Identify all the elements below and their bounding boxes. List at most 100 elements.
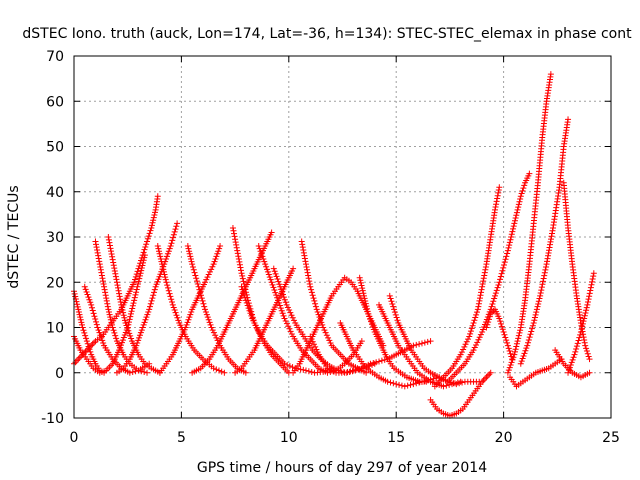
data-point-marker — [284, 304, 291, 311]
data-point-marker — [103, 295, 110, 302]
data-point-marker — [79, 324, 86, 331]
data-point-marker — [193, 275, 200, 282]
data-point-marker — [242, 297, 249, 304]
data-point-marker — [209, 263, 216, 270]
data-point-marker — [275, 299, 282, 306]
data-point-marker — [275, 278, 282, 285]
data-point-marker — [169, 299, 176, 306]
data-point-marker — [368, 321, 375, 328]
data-point-marker — [341, 369, 348, 376]
data-point-marker — [75, 306, 82, 313]
data-point-marker — [479, 283, 486, 290]
data-point-marker — [141, 246, 148, 253]
data-point-marker — [98, 269, 105, 276]
data-point-marker — [261, 258, 268, 265]
data-point-marker — [391, 306, 398, 313]
y-tick-label: 0 — [55, 366, 64, 382]
data-point-marker — [478, 289, 485, 296]
data-point-marker — [523, 345, 530, 352]
data-series — [189, 229, 275, 376]
data-point-marker — [77, 314, 84, 321]
data-point-marker — [135, 278, 142, 285]
data-point-marker — [281, 360, 288, 367]
data-point-marker — [388, 298, 395, 305]
data-point-marker — [491, 295, 498, 302]
data-point-marker — [74, 303, 81, 310]
data-point-marker — [155, 276, 162, 283]
data-point-marker — [214, 250, 221, 257]
data-point-marker — [105, 308, 112, 315]
y-tick-label: 50 — [46, 140, 64, 156]
data-point-marker — [493, 201, 500, 208]
data-point-marker — [390, 303, 397, 310]
data-point-marker — [149, 295, 156, 302]
data-point-marker — [386, 292, 393, 299]
data-point-marker — [241, 291, 248, 298]
data-point-marker — [521, 350, 528, 357]
data-point-marker — [162, 276, 169, 283]
data-point-marker — [118, 339, 125, 346]
data-point-marker — [274, 276, 281, 283]
data-point-marker — [124, 325, 131, 332]
data-point-marker — [148, 222, 155, 229]
data-point-marker — [522, 347, 529, 354]
data-point-marker — [255, 243, 262, 250]
data-point-marker — [102, 292, 109, 299]
data-point-marker — [301, 255, 308, 262]
data-point-marker — [273, 292, 280, 299]
data-point-marker — [416, 341, 423, 348]
data-point-marker — [571, 351, 578, 358]
data-point-marker — [135, 367, 142, 374]
data-point-marker — [109, 324, 116, 331]
y-axis-label: dSTEC / TECUs — [6, 185, 22, 288]
data-point-marker — [310, 295, 317, 302]
data-point-marker — [241, 294, 248, 301]
data-point-marker — [299, 241, 306, 248]
data-point-marker — [281, 315, 288, 322]
data-point-marker — [517, 195, 524, 202]
data-point-marker — [169, 237, 176, 244]
data-point-marker — [116, 290, 123, 297]
data-point-marker — [517, 360, 524, 367]
data-point-marker — [353, 366, 360, 373]
data-point-marker — [529, 325, 536, 332]
data-point-marker — [164, 250, 171, 257]
y-tick-label: 30 — [46, 230, 64, 246]
data-point-marker — [475, 303, 482, 310]
data-point-marker — [248, 312, 255, 319]
data-point-marker — [515, 335, 522, 342]
data-point-marker — [159, 261, 166, 268]
data-series — [560, 179, 593, 363]
data-point-marker — [272, 270, 279, 277]
data-point-marker — [461, 343, 468, 350]
data-point-marker — [151, 212, 158, 219]
data-point-marker — [580, 334, 587, 341]
data-point-marker — [154, 193, 161, 200]
data-point-marker — [111, 265, 118, 272]
data-point-marker — [108, 250, 115, 257]
data-point-marker — [575, 337, 582, 344]
data-point-marker — [198, 295, 205, 302]
data-point-marker — [161, 271, 168, 278]
data-point-marker — [498, 323, 505, 330]
data-point-marker — [170, 231, 177, 238]
data-point-marker — [107, 316, 114, 323]
data-point-marker — [587, 287, 594, 294]
data-point-marker — [583, 345, 590, 352]
data-point-marker — [565, 369, 572, 376]
data-point-marker — [208, 324, 215, 331]
data-point-marker — [357, 277, 364, 284]
data-point-marker — [138, 368, 145, 375]
data-point-marker — [514, 338, 521, 345]
data-point-marker — [280, 312, 287, 319]
data-point-marker — [216, 245, 223, 252]
data-point-marker — [236, 258, 243, 265]
data-point-marker — [283, 301, 290, 308]
data-point-marker — [480, 326, 487, 333]
data-point-marker — [361, 295, 368, 302]
data-point-marker — [230, 227, 237, 234]
data-point-marker — [502, 334, 509, 341]
data-point-marker — [450, 380, 457, 387]
data-point-marker — [116, 293, 123, 300]
data-point-marker — [140, 249, 147, 256]
